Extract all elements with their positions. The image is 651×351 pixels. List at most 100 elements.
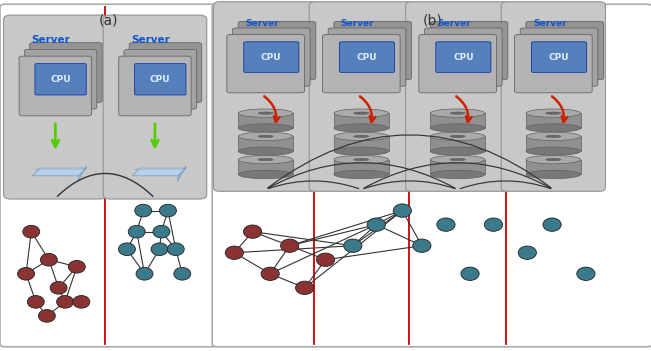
Ellipse shape xyxy=(546,135,561,138)
Ellipse shape xyxy=(118,243,135,256)
FancyBboxPatch shape xyxy=(227,34,305,93)
Ellipse shape xyxy=(430,155,485,164)
FancyBboxPatch shape xyxy=(531,42,587,72)
Text: Server: Server xyxy=(245,19,279,28)
Ellipse shape xyxy=(526,132,581,140)
Ellipse shape xyxy=(238,132,293,140)
FancyBboxPatch shape xyxy=(334,21,411,80)
Ellipse shape xyxy=(437,218,455,231)
Polygon shape xyxy=(430,137,485,151)
Polygon shape xyxy=(33,168,87,176)
Ellipse shape xyxy=(526,109,581,117)
Polygon shape xyxy=(334,137,389,151)
Ellipse shape xyxy=(334,109,389,117)
Ellipse shape xyxy=(334,147,389,155)
Ellipse shape xyxy=(450,135,465,138)
FancyBboxPatch shape xyxy=(339,42,395,72)
Ellipse shape xyxy=(159,204,176,217)
FancyBboxPatch shape xyxy=(436,42,491,72)
Text: Server: Server xyxy=(31,35,70,45)
Polygon shape xyxy=(238,137,293,151)
Ellipse shape xyxy=(526,124,581,132)
Ellipse shape xyxy=(18,267,35,280)
Polygon shape xyxy=(135,168,186,170)
Text: (a): (a) xyxy=(99,13,118,27)
Ellipse shape xyxy=(225,246,243,259)
FancyBboxPatch shape xyxy=(103,15,207,199)
Ellipse shape xyxy=(526,147,581,155)
Ellipse shape xyxy=(258,158,273,161)
FancyBboxPatch shape xyxy=(238,21,316,80)
Ellipse shape xyxy=(518,246,536,259)
Ellipse shape xyxy=(430,170,485,179)
FancyBboxPatch shape xyxy=(35,64,87,95)
FancyBboxPatch shape xyxy=(19,56,92,116)
Ellipse shape xyxy=(281,239,299,252)
Ellipse shape xyxy=(167,243,184,256)
FancyBboxPatch shape xyxy=(30,43,102,102)
FancyBboxPatch shape xyxy=(212,4,651,347)
Ellipse shape xyxy=(353,158,369,161)
Ellipse shape xyxy=(430,109,485,117)
Ellipse shape xyxy=(68,260,85,273)
Ellipse shape xyxy=(334,170,389,179)
FancyBboxPatch shape xyxy=(406,2,510,191)
Ellipse shape xyxy=(334,155,389,164)
Text: (b): (b) xyxy=(422,13,442,27)
Ellipse shape xyxy=(50,282,67,294)
Ellipse shape xyxy=(353,112,369,114)
Text: CPU: CPU xyxy=(453,53,474,62)
Ellipse shape xyxy=(526,155,581,164)
FancyBboxPatch shape xyxy=(232,28,310,86)
FancyBboxPatch shape xyxy=(430,21,508,80)
Ellipse shape xyxy=(238,147,293,155)
Ellipse shape xyxy=(334,132,389,140)
Ellipse shape xyxy=(296,281,314,294)
Ellipse shape xyxy=(23,225,40,238)
Ellipse shape xyxy=(543,218,561,231)
Ellipse shape xyxy=(461,267,479,280)
FancyBboxPatch shape xyxy=(0,4,217,347)
FancyBboxPatch shape xyxy=(520,28,598,86)
Ellipse shape xyxy=(73,296,90,308)
Ellipse shape xyxy=(344,239,362,252)
Polygon shape xyxy=(78,166,87,181)
FancyBboxPatch shape xyxy=(419,34,497,93)
Ellipse shape xyxy=(27,296,44,308)
FancyBboxPatch shape xyxy=(124,49,197,109)
Ellipse shape xyxy=(238,109,293,117)
Polygon shape xyxy=(526,113,581,128)
Ellipse shape xyxy=(353,135,369,138)
Ellipse shape xyxy=(258,112,273,114)
Text: CPU: CPU xyxy=(549,53,570,62)
Ellipse shape xyxy=(450,158,465,161)
Polygon shape xyxy=(35,168,87,170)
FancyBboxPatch shape xyxy=(135,64,186,95)
Ellipse shape xyxy=(430,147,485,155)
FancyBboxPatch shape xyxy=(309,2,413,191)
FancyBboxPatch shape xyxy=(243,42,299,72)
Text: CPU: CPU xyxy=(50,75,71,84)
Ellipse shape xyxy=(334,124,389,132)
Polygon shape xyxy=(178,166,186,181)
Ellipse shape xyxy=(135,204,152,217)
FancyBboxPatch shape xyxy=(501,2,605,191)
Ellipse shape xyxy=(238,124,293,132)
Polygon shape xyxy=(526,160,581,174)
Polygon shape xyxy=(132,168,186,176)
Text: Server: Server xyxy=(437,19,471,28)
Ellipse shape xyxy=(238,155,293,164)
Ellipse shape xyxy=(316,253,335,266)
FancyBboxPatch shape xyxy=(24,49,97,109)
Ellipse shape xyxy=(393,204,411,217)
Polygon shape xyxy=(238,160,293,174)
Ellipse shape xyxy=(153,225,170,238)
Polygon shape xyxy=(334,113,389,128)
Ellipse shape xyxy=(450,112,465,114)
FancyBboxPatch shape xyxy=(130,43,202,102)
Ellipse shape xyxy=(430,132,485,140)
Ellipse shape xyxy=(174,267,191,280)
Polygon shape xyxy=(238,113,293,128)
Polygon shape xyxy=(430,160,485,174)
FancyBboxPatch shape xyxy=(322,34,400,93)
